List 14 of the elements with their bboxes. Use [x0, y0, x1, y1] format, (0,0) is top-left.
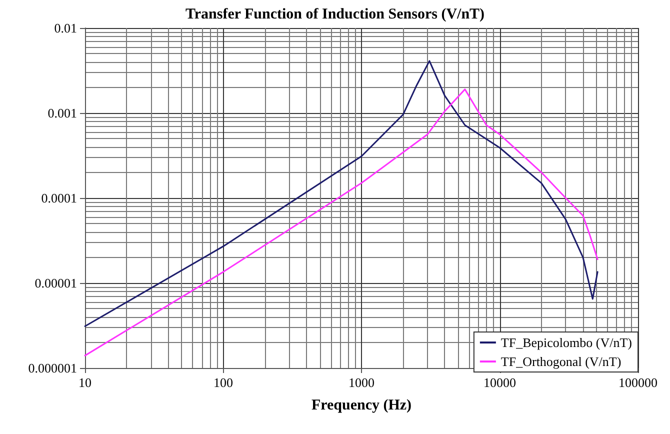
y-tick-label: 0.000001: [28, 360, 77, 376]
y-tick-label: 0.00001: [34, 276, 77, 290]
y-tick-label: 0.01: [54, 20, 77, 36]
chart-title: Transfer Function of Induction Sensors (V/nT): [185, 6, 485, 22]
legend-label: TF_Orthogonal (V/nT): [500, 354, 622, 369]
y-tick-label: 0.0001: [41, 190, 77, 206]
x-axis-title: Frequency (Hz): [311, 398, 412, 414]
x-tick-label: 100: [214, 375, 233, 390]
x-tick-label: 100000: [618, 375, 658, 390]
x-tick-label: 10000: [484, 375, 516, 390]
x-tick-label: 10: [78, 375, 92, 390]
x-tick-label: 1000: [348, 375, 374, 390]
legend-label: TF_Bepicolombo (V/nT): [500, 335, 632, 350]
y-tick-label: 0.001: [48, 106, 77, 120]
